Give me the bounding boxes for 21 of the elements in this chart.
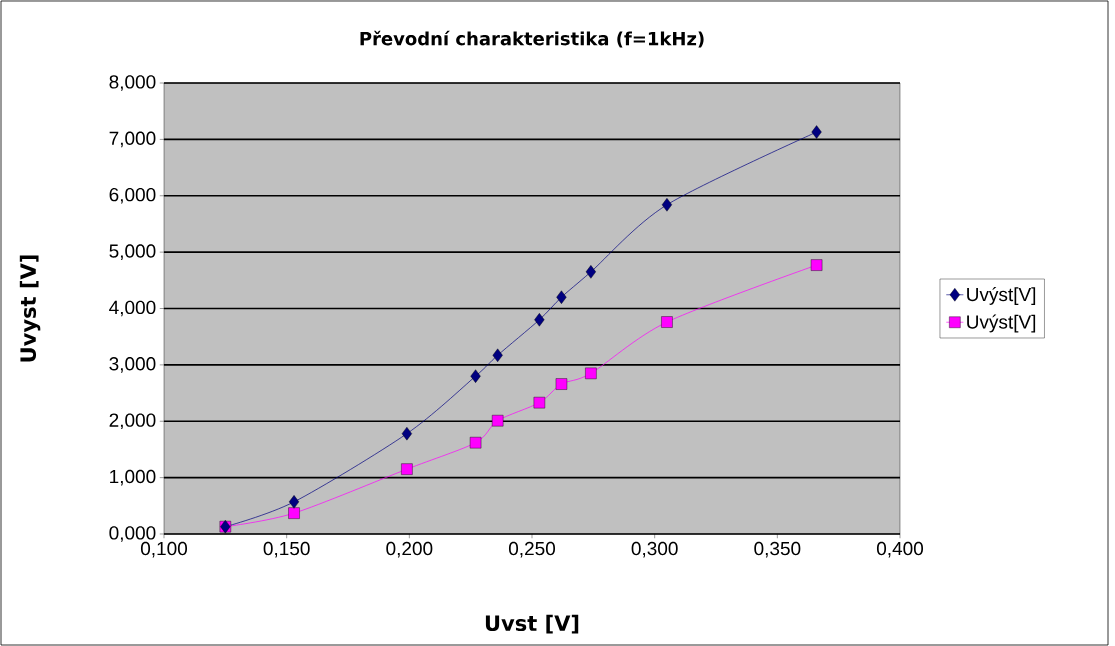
x-tick-label: 0,300 xyxy=(631,541,678,558)
y-tick-label: 7,000 xyxy=(109,131,156,148)
chart-title: Převodní charakteristika (f=1kHz) xyxy=(360,30,704,48)
x-tick-label: 0,150 xyxy=(263,541,310,558)
y-tick-label: 2,000 xyxy=(109,413,156,430)
x-tick-label: 0,200 xyxy=(386,541,433,558)
x-tick-label: 0,400 xyxy=(876,541,924,558)
y-tick-label: 6,000 xyxy=(109,187,156,204)
x-axis-title: Uvst [V] xyxy=(485,614,579,634)
y-tick-label: 0,000 xyxy=(109,526,156,542)
legend-label: Uvýst[V] xyxy=(967,314,1036,333)
x-tick-label: 0,250 xyxy=(508,541,556,558)
y-tick-label: 3,000 xyxy=(109,357,156,373)
y-tick-label: 8,000 xyxy=(109,75,156,91)
x-tick-label: 0,350 xyxy=(754,541,801,558)
y-axis-title: Uvyst [V] xyxy=(19,255,41,362)
y-tick-label: 4,000 xyxy=(109,300,156,317)
legend-label: Uvýst[V] xyxy=(967,287,1036,305)
x-tick-label: 0,100 xyxy=(140,541,188,558)
y-tick-label: 1,000 xyxy=(110,469,156,486)
y-tick-label: 5,000 xyxy=(109,244,156,260)
